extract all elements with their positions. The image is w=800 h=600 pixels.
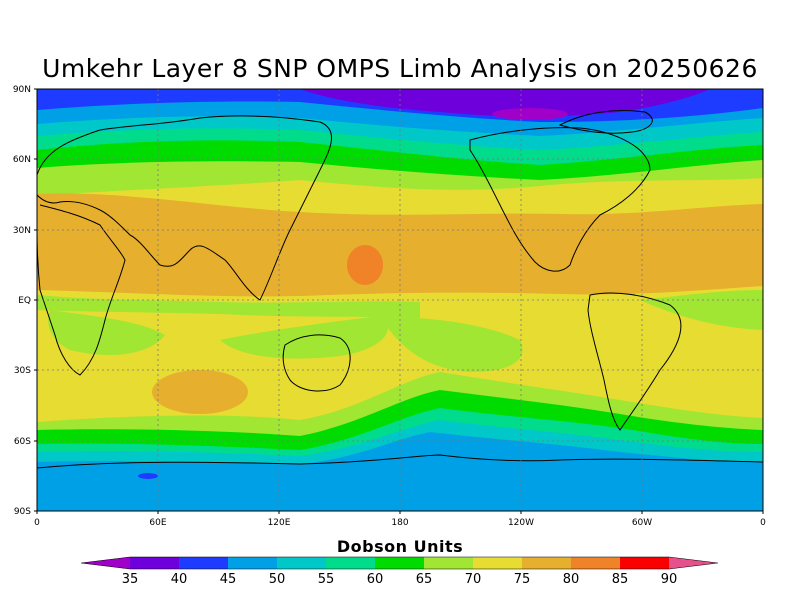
lon-label: 0	[760, 518, 766, 528]
coastline-north-america	[469, 127, 651, 272]
colorbar-level-label: 60	[367, 572, 384, 587]
colorbar: 35 40 45 50 55 60 65 70 75 80 85 90	[80, 556, 719, 587]
band-65-70-indian-ocean	[220, 316, 388, 359]
colorbar-level-label: 65	[416, 572, 433, 587]
lon-label: 0	[34, 518, 40, 528]
map-title: Umkehr Layer 8 SNP OMPS Limb Analysis on…	[42, 54, 758, 83]
band-below-35-north	[492, 108, 568, 120]
colorbar-labels: 35 40 45 50 55 60 65 70 75 80 85 90	[122, 572, 678, 587]
colorbar-level-label: 70	[465, 572, 482, 587]
colorbar-level-label: 85	[612, 572, 629, 587]
colorbar-swatch	[375, 557, 424, 569]
coastline-australia	[282, 334, 351, 392]
latitude-labels: 90N 60N 30N EQ 30S 60S 90S	[13, 85, 31, 517]
lon-label: 60W	[632, 518, 652, 528]
colorbar-swatch	[326, 557, 375, 569]
band-80-85-pacific	[347, 245, 383, 285]
band-65-70-south-pacific	[380, 316, 523, 372]
coastlines	[37, 110, 763, 469]
band-65-70-africa	[48, 310, 165, 355]
axis-ticks	[34, 88, 764, 514]
colorbar-title: Dobson Units	[336, 537, 464, 556]
lat-label: 90N	[13, 85, 31, 95]
coastline-greenland	[558, 110, 653, 134]
band-35-40-north	[300, 89, 710, 117]
lon-label: 180	[391, 518, 408, 528]
graticule	[37, 89, 763, 511]
lon-label: 120W	[508, 518, 534, 528]
lat-label: 30S	[14, 366, 31, 376]
lat-label: EQ	[18, 296, 31, 306]
colorbar-arrow-low	[81, 557, 130, 569]
colorbar-swatch	[424, 557, 473, 569]
colorbar-swatch	[228, 557, 277, 569]
lat-label: 30N	[13, 226, 31, 236]
colorbar-level-label: 45	[220, 572, 237, 587]
lat-label: 90S	[14, 507, 31, 517]
colorbar-level-label: 80	[563, 572, 580, 587]
colorbar-arrow-high	[669, 557, 718, 569]
lon-label: 120E	[268, 518, 291, 528]
colorbar-swatch	[473, 557, 522, 569]
colorbar-outline	[80, 556, 719, 570]
colorbar-level-label: 75	[514, 572, 531, 587]
colorbar-border	[80, 556, 719, 570]
longitude-labels: 0 60E 120E 180 120W 60W 0	[34, 518, 766, 528]
lon-label: 60E	[149, 518, 166, 528]
colorbar-swatch	[620, 557, 669, 569]
colorbar-swatch	[571, 557, 620, 569]
colorbar-level-label: 90	[661, 572, 678, 587]
coastline-eurasia	[37, 115, 333, 301]
lat-label: 60N	[13, 155, 31, 165]
coastline-africa	[37, 204, 126, 376]
coastline-south-america	[587, 292, 682, 431]
colorbar-level-label: 50	[269, 572, 286, 587]
colorbar-level-label: 40	[171, 572, 188, 587]
colorbar-level-label: 35	[122, 572, 139, 587]
band-65-70-equator	[37, 295, 420, 318]
colorbar-swatch	[130, 557, 179, 569]
band-40-45-south	[138, 473, 158, 479]
coastline-antarctica	[37, 454, 763, 469]
lat-label: 60S	[14, 437, 31, 447]
colorbar-swatch	[522, 557, 571, 569]
colorbar-level-label: 55	[318, 572, 335, 587]
band-75-80-south-indian	[152, 370, 248, 414]
band-45-50-south	[37, 432, 763, 511]
colorbar-swatch	[277, 557, 326, 569]
colorbar-swatch	[179, 557, 228, 569]
